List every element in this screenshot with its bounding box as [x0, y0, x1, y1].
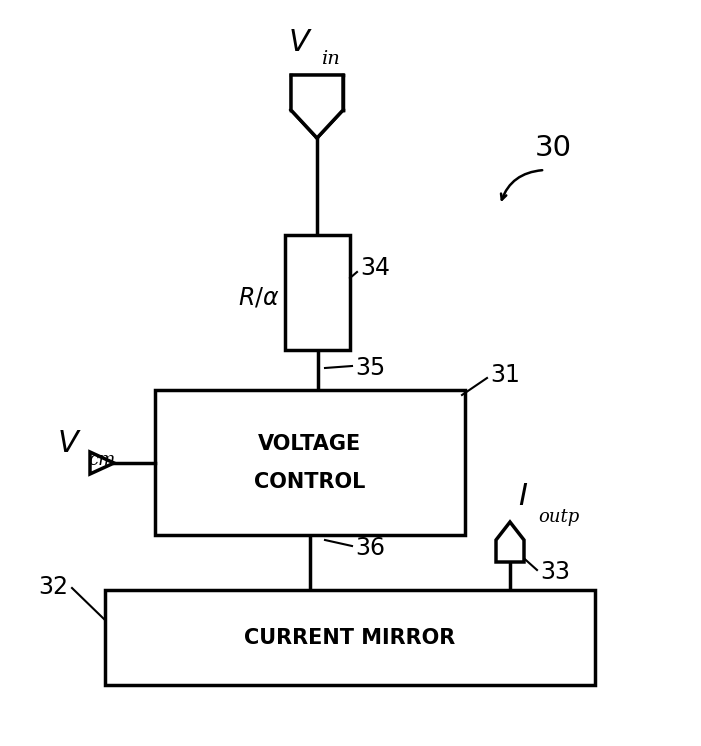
Text: $V$: $V$	[288, 27, 313, 58]
Text: 35: 35	[355, 356, 386, 380]
Polygon shape	[90, 452, 114, 474]
Text: CURRENT MIRROR: CURRENT MIRROR	[245, 627, 456, 648]
Bar	[155, 390, 465, 535]
Text: $I$: $I$	[518, 481, 528, 512]
Polygon shape	[496, 522, 524, 562]
Text: $R/\alpha$: $R/\alpha$	[238, 286, 280, 310]
Bar	[285, 235, 350, 350]
Text: $V$: $V$	[57, 428, 82, 459]
Bar	[105, 590, 595, 685]
Text: 30: 30	[535, 134, 572, 162]
Text: 36: 36	[355, 536, 385, 560]
Text: 31: 31	[490, 363, 520, 387]
Text: CONTROL: CONTROL	[254, 472, 366, 492]
Text: VOLTAGE: VOLTAGE	[259, 434, 362, 454]
Polygon shape	[291, 75, 343, 138]
Text: outp: outp	[538, 508, 579, 526]
Text: 33: 33	[540, 560, 570, 584]
Text: 34: 34	[360, 256, 390, 280]
Text: 32: 32	[38, 575, 68, 599]
Text: cm: cm	[88, 451, 115, 469]
Text: in: in	[321, 50, 340, 68]
